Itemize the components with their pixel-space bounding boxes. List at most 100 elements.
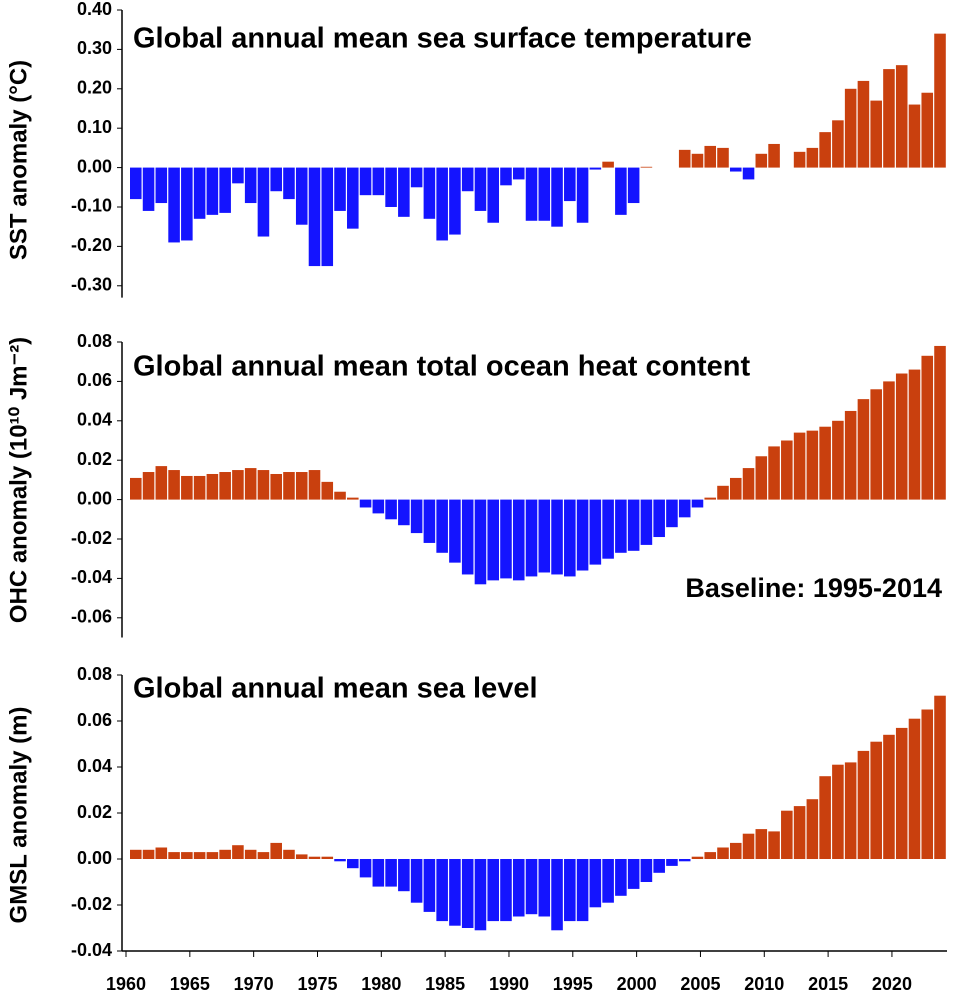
y-tick-label: 0.00 bbox=[77, 156, 112, 176]
bar bbox=[857, 80, 870, 168]
bar bbox=[219, 472, 231, 500]
bar bbox=[410, 499, 423, 534]
bar bbox=[857, 750, 870, 859]
bar bbox=[295, 167, 308, 225]
bar bbox=[308, 470, 321, 500]
bar bbox=[257, 167, 270, 237]
bar bbox=[729, 842, 742, 859]
bar bbox=[168, 167, 180, 243]
bar bbox=[538, 499, 551, 573]
bar bbox=[347, 167, 359, 229]
bar bbox=[615, 859, 627, 896]
y-tick-label: -0.02 bbox=[71, 528, 112, 548]
y-axis-label: OHC anomaly (10¹⁰ Jm⁻²) bbox=[5, 337, 32, 623]
y-tick-label: 0.08 bbox=[77, 664, 112, 684]
bar bbox=[372, 167, 385, 196]
bar bbox=[512, 499, 525, 581]
bar bbox=[130, 849, 142, 859]
bar bbox=[908, 369, 921, 500]
bar bbox=[934, 33, 946, 168]
bar bbox=[908, 718, 921, 859]
bar bbox=[155, 167, 168, 204]
bar bbox=[883, 734, 895, 859]
bar bbox=[142, 849, 155, 859]
bar bbox=[704, 497, 717, 500]
bar bbox=[295, 854, 308, 859]
bar bbox=[653, 499, 665, 538]
bar bbox=[436, 859, 448, 922]
bar bbox=[589, 167, 602, 170]
bar bbox=[819, 776, 831, 859]
y-tick-label: 0.04 bbox=[77, 756, 112, 776]
bar bbox=[627, 859, 640, 889]
bar bbox=[372, 859, 385, 887]
bar bbox=[385, 859, 397, 887]
bar bbox=[347, 497, 359, 500]
bar bbox=[844, 88, 857, 168]
bar bbox=[308, 167, 321, 267]
bar bbox=[742, 167, 755, 180]
bar bbox=[232, 470, 244, 500]
bar bbox=[487, 859, 500, 922]
y-axis-label: SST anomaly (°C) bbox=[5, 60, 32, 260]
x-tick-label: 1995 bbox=[553, 974, 593, 994]
bar bbox=[691, 499, 704, 508]
bar bbox=[895, 727, 908, 859]
bar bbox=[206, 852, 219, 859]
bar bbox=[500, 167, 512, 186]
chart-title: Global annual mean sea surface temperatu… bbox=[133, 23, 752, 55]
bar bbox=[742, 833, 755, 859]
x-tick-label: 2005 bbox=[680, 974, 720, 994]
x-tick-label: 1960 bbox=[106, 974, 146, 994]
y-tick-label: 0.30 bbox=[77, 38, 112, 58]
y-axis-label: GMSL anomaly (m) bbox=[5, 707, 32, 924]
bar bbox=[359, 167, 372, 196]
bar bbox=[270, 842, 282, 859]
bar bbox=[423, 499, 436, 543]
y-tick-label: 0.02 bbox=[77, 802, 112, 822]
bar bbox=[461, 499, 474, 575]
bar bbox=[410, 859, 423, 903]
bar bbox=[449, 499, 461, 563]
bar bbox=[347, 859, 359, 869]
y-tick-label: -0.04 bbox=[71, 567, 112, 587]
bar bbox=[551, 499, 563, 575]
bar bbox=[870, 389, 882, 500]
y-tick-label: 0.06 bbox=[77, 370, 112, 390]
annotation: Baseline: 1995-2014 bbox=[685, 573, 942, 603]
bar bbox=[359, 499, 372, 508]
bar bbox=[806, 799, 819, 859]
bar bbox=[308, 856, 321, 859]
bar bbox=[487, 167, 500, 223]
bar bbox=[321, 167, 334, 267]
bar bbox=[232, 167, 244, 184]
x-tick-label: 1970 bbox=[234, 974, 274, 994]
x-tick-label: 2000 bbox=[617, 974, 657, 994]
bar bbox=[321, 856, 334, 859]
bar bbox=[449, 859, 461, 926]
bar bbox=[155, 847, 168, 859]
bar bbox=[717, 147, 729, 168]
x-tick-label: 2015 bbox=[808, 974, 848, 994]
bar bbox=[193, 852, 206, 859]
bar bbox=[423, 167, 436, 219]
chart-title: Global annual mean total ocean heat cont… bbox=[133, 351, 750, 383]
y-tick-label: -0.04 bbox=[71, 940, 112, 960]
x-tick-label: 2020 bbox=[872, 974, 912, 994]
bar bbox=[193, 475, 206, 500]
bar bbox=[525, 859, 538, 915]
bar bbox=[666, 499, 678, 528]
bar bbox=[564, 167, 576, 202]
bar bbox=[742, 468, 755, 500]
bar bbox=[219, 167, 231, 213]
bar bbox=[653, 859, 665, 873]
bar bbox=[244, 167, 257, 204]
bar bbox=[551, 167, 563, 227]
bar bbox=[576, 167, 589, 223]
bar bbox=[181, 852, 193, 859]
bar bbox=[461, 859, 474, 928]
bar bbox=[244, 849, 257, 859]
bar bbox=[793, 806, 806, 859]
bar bbox=[640, 166, 653, 168]
